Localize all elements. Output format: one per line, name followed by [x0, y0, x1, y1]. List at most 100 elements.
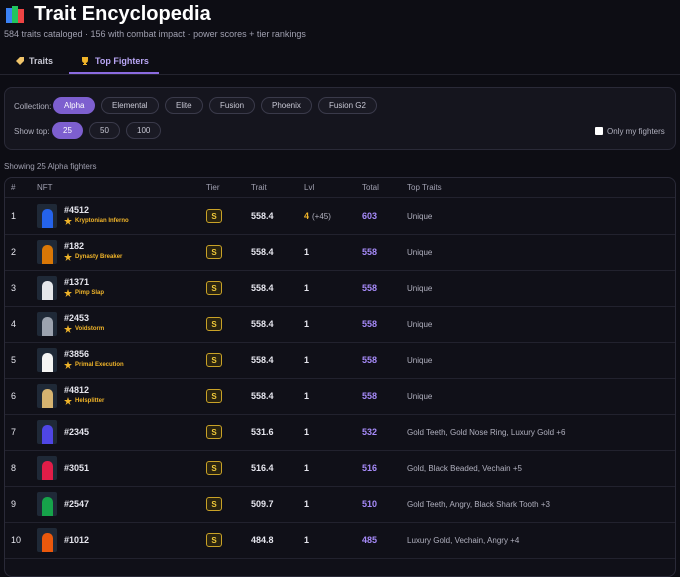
star-icon [64, 217, 72, 225]
tier-badge: S [206, 209, 222, 223]
top-traits: Unique [407, 320, 433, 329]
rank: 10 [11, 535, 22, 545]
filter-pill[interactable]: Phoenix [261, 97, 312, 114]
filter-pill[interactable]: Alpha [53, 97, 96, 114]
avatar [37, 276, 57, 300]
avatar-figure [42, 533, 53, 552]
tier-badge: S [206, 497, 222, 511]
tier-badge: S [206, 389, 222, 403]
filter-pill[interactable]: Elemental [101, 97, 159, 114]
filter-pill[interactable]: 50 [89, 122, 120, 139]
header-line [5, 197, 675, 198]
page-title: Trait Encyclopedia [34, 3, 211, 25]
trait-score: 558.4 [251, 211, 274, 221]
tag-icon [16, 57, 24, 65]
total: 485 [362, 535, 378, 545]
nft-id: #2345 [64, 427, 90, 437]
trait-score: 558.4 [251, 355, 274, 365]
nft-id: #3051 [64, 463, 90, 473]
tier-badge: S [206, 281, 222, 295]
level: 1 [304, 535, 310, 545]
column-header: Tier [206, 183, 220, 192]
tier-badge: S [206, 425, 222, 439]
tab-underline [69, 72, 159, 74]
filter-pill[interactable]: Fusion G2 [318, 97, 377, 114]
top-traits: Gold Teeth, Angry, Black Shark Tooth +3 [407, 500, 550, 509]
filter-pill[interactable]: 100 [126, 122, 162, 139]
tab[interactable]: Traits [29, 56, 54, 66]
fighter-title: Pimp Slap [75, 290, 105, 296]
checkbox[interactable] [595, 127, 603, 135]
avatar-figure [42, 425, 53, 444]
star-icon [64, 253, 72, 261]
avatar [37, 492, 57, 516]
level: 1 [304, 391, 310, 401]
fighter-title: Primal Execution [75, 362, 124, 368]
level: 1 [304, 427, 310, 437]
row-line [5, 522, 675, 523]
total: 532 [362, 427, 378, 437]
avatar [37, 528, 57, 552]
top-traits: Gold, Black Beaded, Vechain +5 [407, 464, 522, 473]
fighter-title: Dynasty Breaker [75, 254, 123, 260]
total: 603 [362, 211, 378, 221]
nft-id: #182 [64, 241, 85, 251]
filter-pill[interactable]: 25 [52, 122, 83, 139]
tier-badge: S [206, 461, 222, 475]
checkbox-label[interactable]: Only my fighters [607, 127, 665, 136]
tier-badge: S [206, 245, 222, 259]
level: 1 [304, 499, 310, 509]
level: 1 [304, 463, 310, 473]
tab[interactable]: Top Fighters [95, 56, 149, 66]
filter-pill[interactable]: Elite [165, 97, 203, 114]
tier-badge: S [206, 353, 222, 367]
nft-id: #4812 [64, 385, 90, 395]
fighter-title: Kryptonian Inferno [75, 218, 129, 224]
rank: 9 [11, 499, 17, 509]
column-header: # [11, 183, 16, 192]
row-line [5, 270, 675, 271]
row-line [5, 450, 675, 451]
rank: 5 [11, 355, 17, 365]
top-traits: Unique [407, 212, 433, 221]
top-traits: Unique [407, 356, 433, 365]
status-text: Showing 25 Alpha fighters [4, 162, 97, 171]
top-traits: Luxury Gold, Vechain, Angry +4 [407, 536, 520, 545]
avatar [37, 384, 57, 408]
table [4, 177, 676, 577]
fighter-title: Voidstorm [75, 326, 105, 332]
collection-label: Collection: [14, 102, 52, 111]
trait-score: 558.4 [251, 283, 274, 293]
nft-id: #4512 [64, 205, 90, 215]
column-header: NFT [37, 183, 53, 192]
avatar-figure [42, 245, 53, 264]
level: 1 [304, 355, 310, 365]
trait-score: 516.4 [251, 463, 274, 473]
subtitle: 584 traits cataloged · 156 with combat i… [4, 29, 306, 39]
books-icon [6, 6, 24, 23]
top-traits: Unique [407, 284, 433, 293]
column-header: Top Traits [407, 183, 442, 192]
nft-id: #1012 [64, 535, 90, 545]
nft-id: #2453 [64, 313, 90, 323]
level: 1 [304, 247, 310, 257]
row-line [5, 378, 675, 379]
total: 558 [362, 247, 378, 257]
rank: 8 [11, 463, 17, 473]
column-header: Total [362, 183, 379, 192]
avatar [37, 240, 57, 264]
tier-badge: S [206, 533, 222, 547]
filter-pill[interactable]: Fusion [209, 97, 256, 114]
total: 510 [362, 499, 378, 509]
trophy-icon [82, 57, 88, 65]
top-traits: Gold Teeth, Gold Nose Ring, Luxury Gold … [407, 428, 566, 437]
rank: 7 [11, 427, 17, 437]
star-icon [64, 289, 72, 297]
trait-score: 484.8 [251, 535, 274, 545]
avatar [37, 204, 57, 228]
avatar-figure [42, 209, 53, 228]
star-icon [64, 325, 72, 333]
avatar [37, 348, 57, 372]
total: 558 [362, 283, 378, 293]
trait-score: 531.6 [251, 427, 274, 437]
